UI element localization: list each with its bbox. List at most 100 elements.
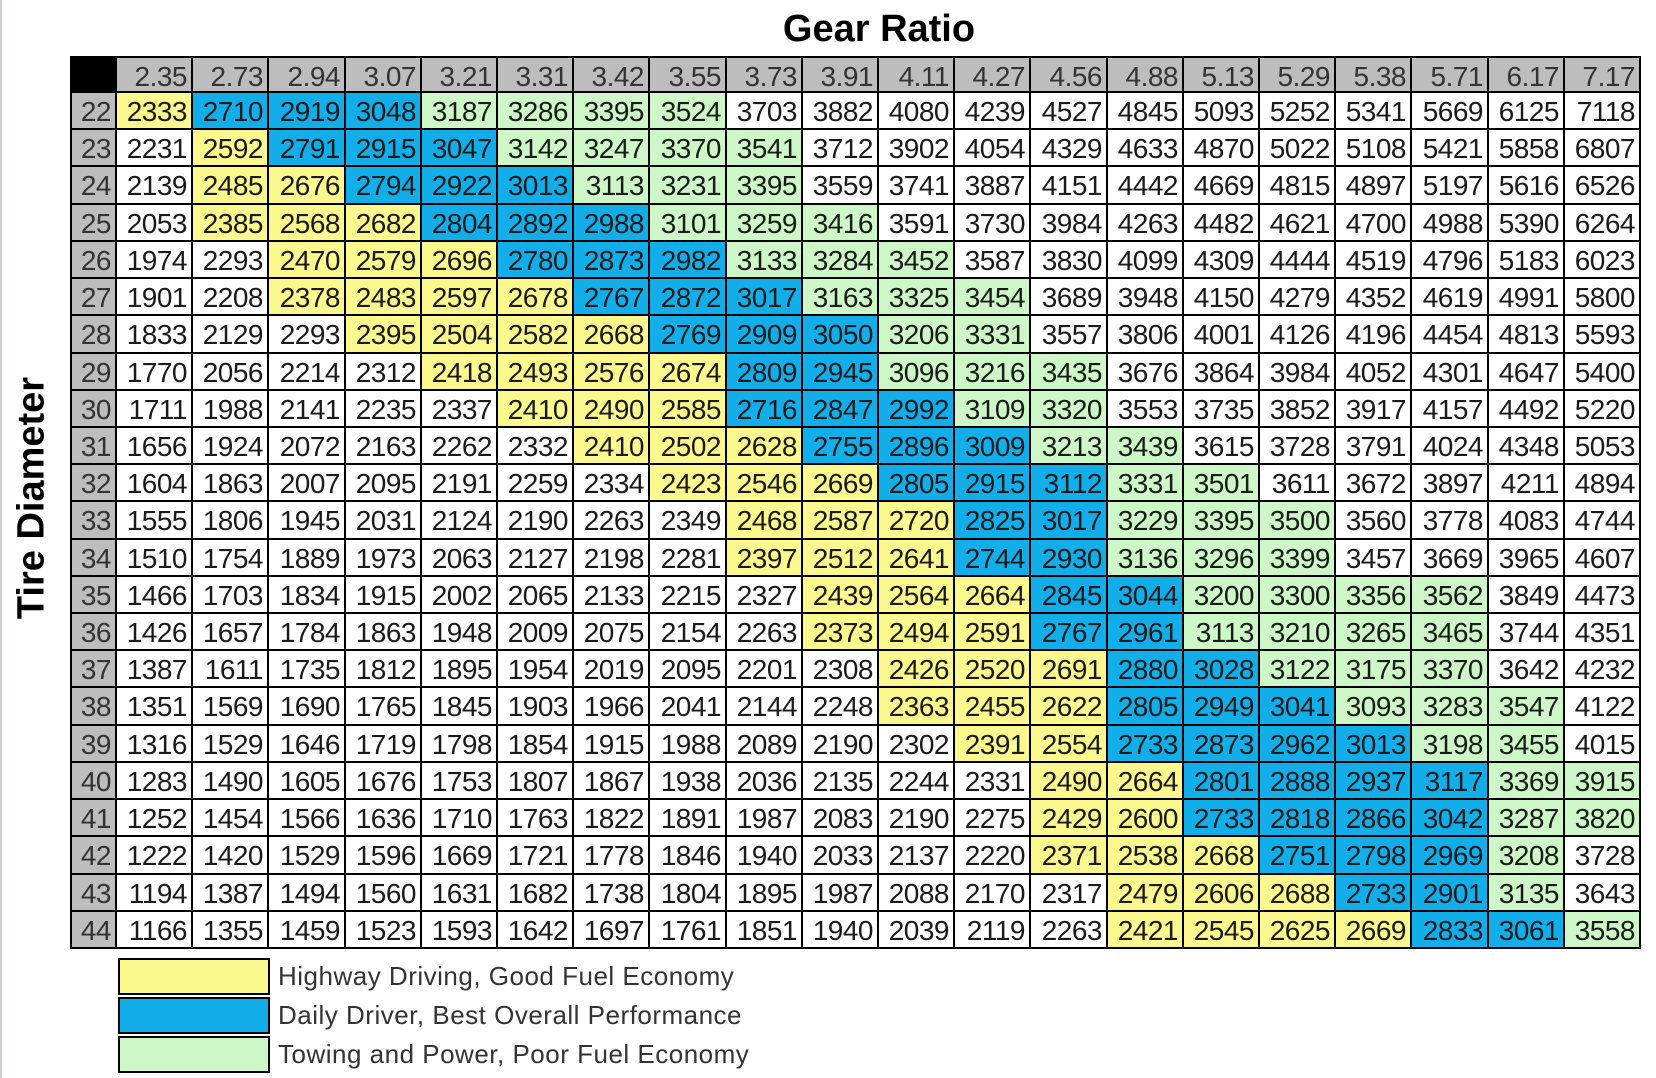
rpm-cell: 2767 xyxy=(1031,614,1108,651)
rpm-cell: 2468 xyxy=(727,502,803,540)
rpm-cell: 3210 xyxy=(1260,614,1336,651)
rpm-cell: 1915 xyxy=(574,726,650,763)
rpm-cell: 3331 xyxy=(1108,465,1184,502)
rpm-cell: 1682 xyxy=(498,875,574,912)
rpm-cell: 2755 xyxy=(803,428,879,465)
rpm-cell: 5858 xyxy=(1489,130,1565,167)
rpm-cell: 2791 xyxy=(269,130,346,167)
rpm-cell: 2733 xyxy=(1184,800,1260,837)
rpm-cell: 3852 xyxy=(1260,391,1336,428)
rpm-cell: 2033 xyxy=(803,837,879,875)
tire-diameter-header: 34 xyxy=(70,540,117,577)
gear-ratio-header: 5.71 xyxy=(1412,56,1489,93)
rpm-cell: 4796 xyxy=(1412,242,1489,279)
gear-ratio-header: 4.88 xyxy=(1108,56,1184,93)
rpm-cell: 1636 xyxy=(346,800,422,837)
rpm-cell: 3728 xyxy=(1260,428,1336,465)
rpm-cell: 2455 xyxy=(955,688,1031,726)
rpm-cell: 2512 xyxy=(803,540,879,577)
rpm-cell: 1948 xyxy=(422,614,498,651)
rpm-cell: 2668 xyxy=(574,316,650,354)
rpm-cell: 1252 xyxy=(117,800,193,837)
rpm-cell: 4151 xyxy=(1031,167,1108,205)
rpm-cell: 2710 xyxy=(193,93,269,130)
rpm-cell: 2982 xyxy=(650,242,727,279)
rpm-cell: 2088 xyxy=(879,875,955,912)
rpm-cell: 4239 xyxy=(955,93,1031,130)
rpm-cell: 2141 xyxy=(269,391,346,428)
gear-ratio-header: 2.94 xyxy=(269,56,346,93)
rpm-cell: 1690 xyxy=(269,688,346,726)
rpm-cell: 3559 xyxy=(803,167,879,205)
rpm-cell: 2439 xyxy=(803,577,879,614)
rpm-cell: 5616 xyxy=(1489,167,1565,205)
rpm-cell: 2198 xyxy=(574,540,650,577)
rpm-cell: 1283 xyxy=(117,763,193,800)
rpm-cell: 2244 xyxy=(879,763,955,800)
rpm-cell: 2949 xyxy=(1184,688,1260,726)
rpm-cell: 1988 xyxy=(193,391,269,428)
rpm-cell: 4122 xyxy=(1565,688,1641,726)
rpm-cell: 4351 xyxy=(1565,614,1641,651)
rpm-cell: 1710 xyxy=(422,800,498,837)
rpm-cell: 1940 xyxy=(803,912,879,949)
rpm-cell: 2922 xyxy=(422,167,498,205)
rpm-cell: 1459 xyxy=(269,912,346,949)
rpm-cell: 3703 xyxy=(727,93,803,130)
rpm-cell: 2154 xyxy=(650,614,727,651)
rpm-cell: 2568 xyxy=(269,205,346,242)
rpm-cell: 1593 xyxy=(422,912,498,949)
rpm-cell: 1604 xyxy=(117,465,193,502)
rpm-cell: 1940 xyxy=(727,837,803,875)
rpm-cell: 2410 xyxy=(498,391,574,428)
rpm-cell: 2302 xyxy=(879,726,955,763)
tire-diameter-header: 39 xyxy=(70,726,117,763)
rpm-cell: 4352 xyxy=(1336,279,1412,316)
rpm-cell: 2744 xyxy=(955,540,1031,577)
rpm-cell: 3830 xyxy=(1031,242,1108,279)
rpm-cell: 3247 xyxy=(574,130,650,167)
rpm-cell: 1166 xyxy=(117,912,193,949)
rpm-cell: 1851 xyxy=(727,912,803,949)
rpm-cell: 3587 xyxy=(955,242,1031,279)
rpm-cell: 2201 xyxy=(727,651,803,688)
rpm-cell: 2190 xyxy=(803,726,879,763)
rpm-cell: 3553 xyxy=(1108,391,1184,428)
rpm-cell: 2426 xyxy=(879,651,955,688)
rpm-cell: 2915 xyxy=(955,465,1031,502)
tire-diameter-header: 44 xyxy=(70,912,117,949)
rpm-cell: 6125 xyxy=(1489,93,1565,130)
rpm-cell: 3187 xyxy=(422,93,498,130)
rpm-cell: 4619 xyxy=(1412,279,1489,316)
legend-swatch xyxy=(118,1036,270,1073)
tire-diameter-header: 32 xyxy=(70,465,117,502)
rpm-cell: 4894 xyxy=(1565,465,1641,502)
rpm-cell: 2669 xyxy=(803,465,879,502)
rpm-cell: 1656 xyxy=(117,428,193,465)
rpm-cell: 4647 xyxy=(1489,354,1565,391)
rpm-cell: 4150 xyxy=(1184,279,1260,316)
rpm-cell: 2385 xyxy=(193,205,269,242)
rpm-cell: 1646 xyxy=(269,726,346,763)
tire-diameter-header: 42 xyxy=(70,837,117,875)
rpm-cell: 2039 xyxy=(879,912,955,949)
rpm-cell: 3096 xyxy=(879,354,955,391)
rpm-cell: 3452 xyxy=(879,242,955,279)
rpm-cell: 3864 xyxy=(1184,354,1260,391)
rpm-cell: 1735 xyxy=(269,651,346,688)
rpm-cell: 1596 xyxy=(346,837,422,875)
rpm-cell: 2825 xyxy=(955,502,1031,540)
rpm-cell: 1657 xyxy=(193,614,269,651)
rpm-cell: 5593 xyxy=(1565,316,1641,354)
rpm-cell: 3101 xyxy=(650,205,727,242)
gear-ratio-header: 3.42 xyxy=(574,56,650,93)
rpm-cell: 2504 xyxy=(422,316,498,354)
gear-ratio-header: 4.11 xyxy=(879,56,955,93)
rpm-cell: 1355 xyxy=(193,912,269,949)
rpm-cell: 4309 xyxy=(1184,242,1260,279)
rpm-cell: 3882 xyxy=(803,93,879,130)
rpm-cell: 4813 xyxy=(1489,316,1565,354)
rpm-cell: 4444 xyxy=(1260,242,1336,279)
rpm-cell: 2429 xyxy=(1031,800,1108,837)
